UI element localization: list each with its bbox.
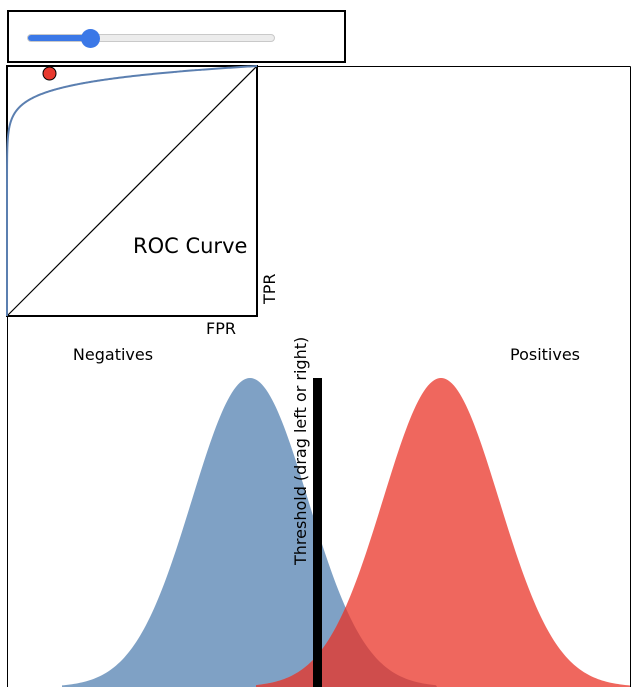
positives-distribution xyxy=(256,378,630,687)
slider-fill xyxy=(28,35,90,41)
negatives-distribution xyxy=(62,378,437,687)
roc-operating-point xyxy=(42,66,57,81)
roc-curve xyxy=(6,65,258,316)
threshold-slider-panel xyxy=(7,10,346,63)
threshold-bar[interactable] xyxy=(313,378,322,687)
negatives-label: Negatives xyxy=(73,345,153,364)
roc-ylabel: TPR xyxy=(260,273,279,305)
threshold-label: Threshold (drag left or right) xyxy=(291,337,310,566)
roc-xlabel: FPR xyxy=(206,319,236,338)
threshold-slider[interactable] xyxy=(27,29,275,48)
slider-thumb[interactable] xyxy=(81,29,100,48)
roc-title: ROC Curve xyxy=(133,234,247,258)
roc-diagonal xyxy=(6,65,258,317)
positives-label: Positives xyxy=(510,345,580,364)
